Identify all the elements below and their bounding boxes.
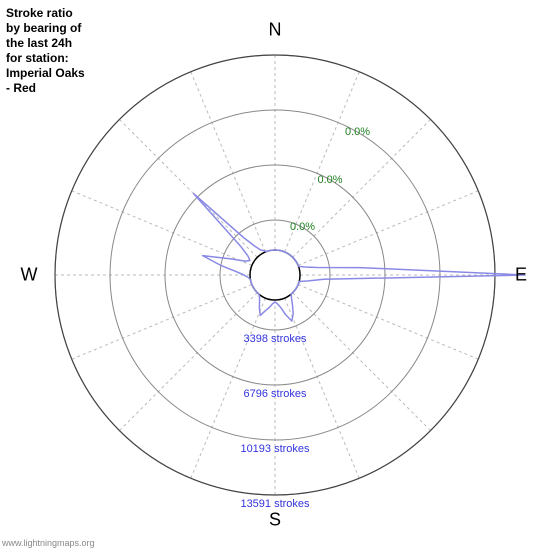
ring-pct-label: 0.0% xyxy=(345,126,370,138)
cardinal-s: S xyxy=(269,510,281,531)
cardinal-e: E xyxy=(515,265,527,286)
cardinal-n: N xyxy=(269,20,282,41)
chart-title: Stroke ratio by bearing of the last 24h … xyxy=(6,6,85,96)
cardinal-w: W xyxy=(21,265,38,286)
ring-pct-label: 0.0% xyxy=(317,174,342,186)
attribution: www.lightningmaps.org xyxy=(2,538,95,548)
ring-strokes-label: 13591 strokes xyxy=(240,498,309,510)
ring-strokes-label: 10193 strokes xyxy=(240,443,309,455)
ring-strokes-label: 3398 strokes xyxy=(244,333,307,345)
ring-strokes-label: 6796 strokes xyxy=(244,388,307,400)
ring-pct-label: 0.0% xyxy=(290,221,315,233)
